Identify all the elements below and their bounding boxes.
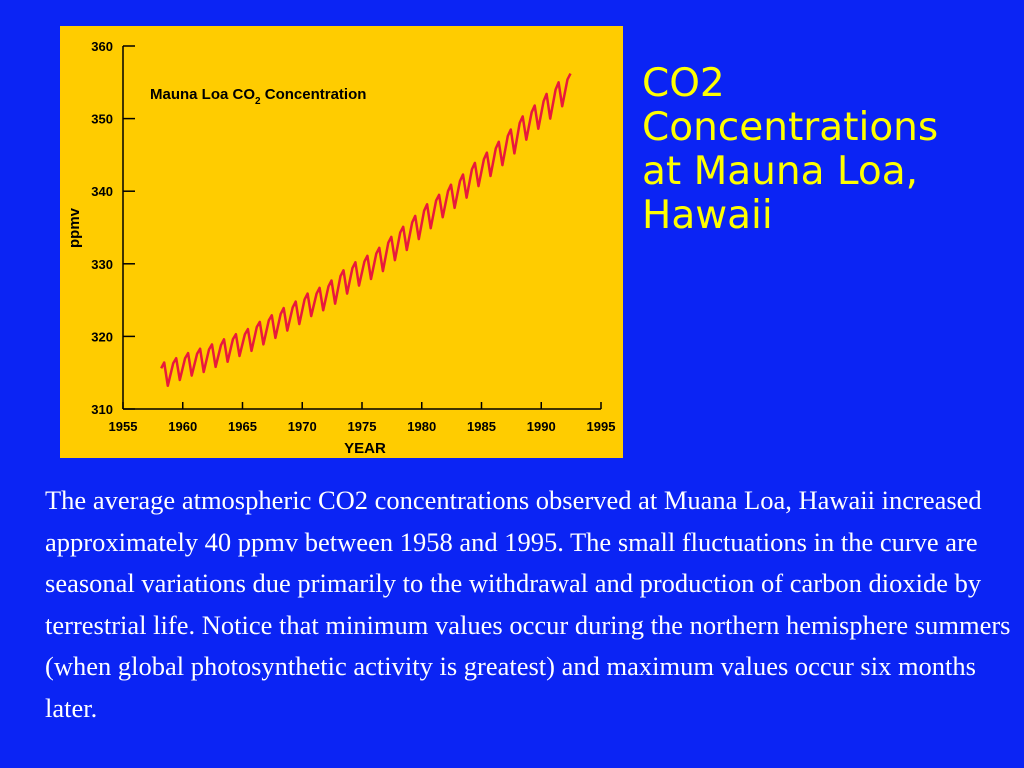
- x-tick-label: 1990: [527, 419, 556, 434]
- slide-title: CO2 Concentrations at Mauna Loa, Hawaii: [642, 61, 939, 238]
- y-tick-label: 330: [91, 257, 113, 272]
- y-tick-label: 340: [91, 184, 113, 199]
- co2-chart: Mauna Loa CO2 Concentration 1955 1960 1965…: [66, 39, 616, 457]
- x-tick-label: 1970: [288, 419, 317, 434]
- slide-body-text: The average atmospheric CO2 concentratio…: [45, 485, 1011, 723]
- y-axis-ticks: 310 320 330 340 350 360: [91, 39, 135, 417]
- x-tick-label: 1955: [109, 419, 138, 434]
- x-axis-title: YEAR: [344, 440, 386, 457]
- co2-series-line: [160, 73, 572, 388]
- y-tick-label: 320: [91, 329, 113, 344]
- x-axis-ticks: 1955 1960 1965 1970 1975 1980 1985 1990 1995: [109, 402, 616, 434]
- y-axis-title: ppmv: [66, 207, 83, 248]
- x-tick-label: 1980: [407, 419, 436, 434]
- x-tick-label: 1975: [348, 419, 377, 434]
- x-tick-label: 1995: [587, 419, 616, 434]
- chart-panel: Mauna Loa CO2 Concentration 1955 1960 1965…: [60, 26, 623, 458]
- x-tick-label: 1985: [467, 419, 496, 434]
- y-tick-label: 350: [91, 112, 113, 127]
- chart-title: Mauna Loa CO2 Concentration: [150, 86, 366, 107]
- y-tick-label: 360: [91, 39, 113, 54]
- series-layer: [160, 73, 572, 388]
- x-tick-label: 1960: [168, 419, 197, 434]
- x-tick-label: 1965: [228, 419, 257, 434]
- y-tick-label: 310: [91, 402, 113, 417]
